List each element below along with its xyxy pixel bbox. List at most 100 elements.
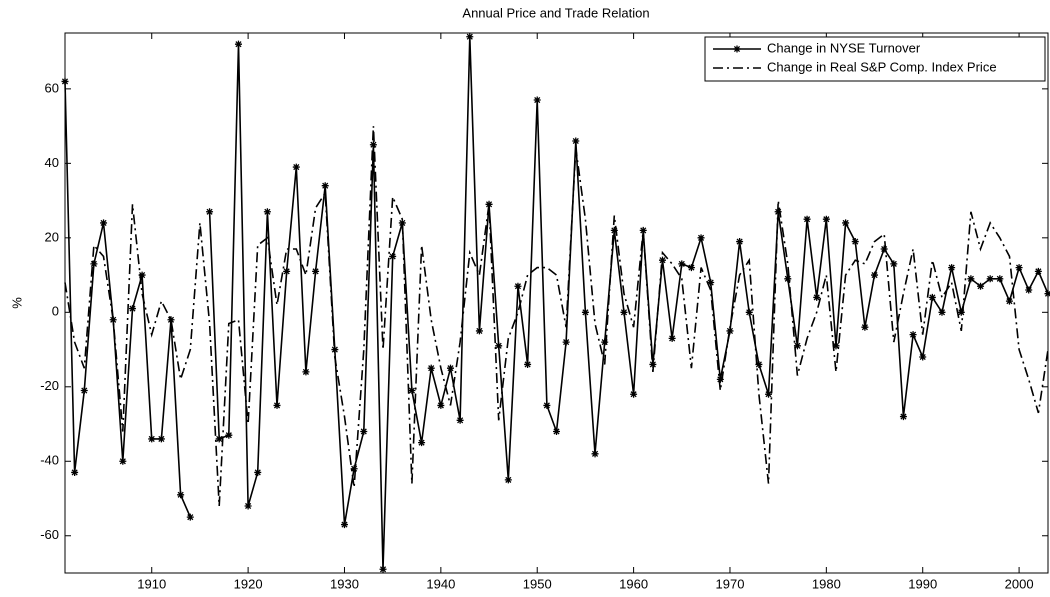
point-marker xyxy=(591,450,599,458)
point-marker xyxy=(890,260,898,268)
point-marker xyxy=(398,219,406,227)
point-marker xyxy=(186,513,194,521)
point-marker xyxy=(678,260,686,268)
point-marker xyxy=(389,252,397,260)
point-marker xyxy=(1015,264,1023,272)
point-marker xyxy=(225,431,233,439)
y-tick-label: 40 xyxy=(45,155,59,170)
point-marker xyxy=(1044,290,1050,298)
point-marker xyxy=(524,360,532,368)
point-marker xyxy=(630,390,638,398)
series-line xyxy=(64,126,1049,507)
plot-frame xyxy=(64,32,1049,574)
legend-box xyxy=(704,36,1046,82)
y-tick-label: 60 xyxy=(45,80,59,95)
point-marker xyxy=(938,308,946,316)
y-tick-label: -60 xyxy=(40,527,59,542)
point-marker xyxy=(379,565,387,573)
point-marker xyxy=(986,275,994,283)
point-marker xyxy=(967,275,975,283)
point-marker xyxy=(408,387,416,395)
legend: Change in NYSE Turnover Change in Real S&… xyxy=(704,36,1046,82)
point-marker xyxy=(254,468,262,476)
point-marker xyxy=(832,342,840,350)
point-marker xyxy=(736,238,744,246)
x-tick-label: 1930 xyxy=(330,576,359,591)
series-line xyxy=(64,36,1049,570)
point-marker xyxy=(80,387,88,395)
x-tick-label: 1970 xyxy=(716,576,745,591)
point-marker xyxy=(128,305,136,313)
point-marker xyxy=(138,271,146,279)
point-marker xyxy=(562,338,570,346)
point-marker xyxy=(880,245,888,253)
point-marker xyxy=(572,137,580,145)
point-marker xyxy=(861,323,869,331)
point-marker xyxy=(331,346,339,354)
point-marker xyxy=(71,468,79,476)
x-tick-label: 1950 xyxy=(523,576,552,591)
point-marker xyxy=(340,521,348,529)
point-marker xyxy=(581,308,589,316)
point-marker xyxy=(765,390,773,398)
point-marker xyxy=(215,435,223,443)
point-marker xyxy=(283,267,291,275)
point-marker xyxy=(109,316,117,324)
point-marker xyxy=(61,77,69,85)
point-marker xyxy=(909,331,917,339)
point-marker xyxy=(350,465,358,473)
point-marker xyxy=(553,427,560,435)
x-tick-label: 1980 xyxy=(812,576,841,591)
point-marker xyxy=(167,316,175,324)
point-marker xyxy=(292,163,300,171)
x-tick-label: 1920 xyxy=(234,576,263,591)
point-marker xyxy=(601,338,609,346)
point-marker xyxy=(610,226,618,234)
point-marker xyxy=(784,275,792,283)
point-marker xyxy=(148,435,156,443)
point-marker xyxy=(244,502,252,510)
point-marker xyxy=(948,264,956,272)
point-marker xyxy=(726,327,734,335)
point-marker xyxy=(456,416,464,424)
x-tick-label: 1990 xyxy=(908,576,937,591)
point-marker xyxy=(842,219,850,227)
x-tick-label: 1960 xyxy=(619,576,648,591)
legend-label: Change in NYSE Turnover xyxy=(767,40,921,55)
point-marker xyxy=(504,476,512,484)
point-marker xyxy=(813,293,821,301)
point-marker xyxy=(234,40,242,48)
point-marker xyxy=(495,342,503,350)
y-tick-label: -20 xyxy=(40,378,59,393)
point-marker xyxy=(803,215,811,223)
point-marker xyxy=(302,368,310,376)
point-marker xyxy=(177,491,185,499)
point-marker xyxy=(206,208,214,216)
point-marker xyxy=(707,279,715,287)
point-marker xyxy=(533,96,541,104)
y-tick-label: 20 xyxy=(45,229,59,244)
point-marker xyxy=(418,439,426,447)
x-tick-label: 2000 xyxy=(1005,576,1034,591)
x-tick-label: 1910 xyxy=(137,576,166,591)
chart-title: Annual Price and Trade Relation xyxy=(462,5,649,20)
point-marker xyxy=(312,267,320,275)
point-marker xyxy=(485,200,493,208)
point-marker xyxy=(899,413,907,421)
point-marker xyxy=(1034,267,1042,275)
y-tick-label: -40 xyxy=(40,453,59,468)
point-marker xyxy=(996,275,1004,283)
point-marker xyxy=(697,234,705,242)
point-marker xyxy=(475,327,483,335)
point-marker xyxy=(100,219,108,227)
point-marker xyxy=(733,45,741,53)
point-marker xyxy=(716,375,724,383)
point-marker xyxy=(446,364,454,372)
point-marker xyxy=(755,360,763,368)
point-marker xyxy=(514,282,522,290)
point-marker xyxy=(119,457,127,465)
point-marker xyxy=(793,342,801,350)
legend-label: Change in Real S&P Comp. Index Price xyxy=(767,59,997,74)
point-marker xyxy=(928,293,936,301)
point-marker xyxy=(360,427,368,435)
